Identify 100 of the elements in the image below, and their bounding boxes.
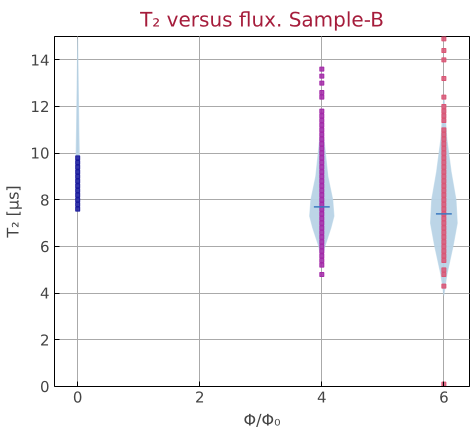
point (319, 94, 324, 100)
point (441, 230, 446, 235)
point (319, 160, 324, 165)
y-tick-label: 12 (30, 98, 50, 116)
point (441, 118, 446, 123)
point (441, 136, 446, 142)
point (441, 244, 446, 249)
point (319, 178, 324, 184)
point (319, 169, 324, 174)
point (441, 202, 446, 207)
point (319, 122, 324, 128)
point (319, 272, 324, 277)
point (441, 132, 446, 137)
point (319, 118, 324, 123)
point (319, 248, 324, 254)
point (75, 206, 80, 212)
point (441, 36, 446, 42)
point (75, 169, 80, 174)
point (441, 220, 446, 226)
point (441, 141, 446, 146)
point (441, 272, 446, 277)
x-tick-label: 2 (194, 388, 205, 406)
point (319, 216, 324, 221)
point (441, 48, 446, 53)
point (319, 188, 324, 193)
point (441, 216, 446, 221)
point (319, 230, 324, 235)
point (441, 239, 446, 244)
point (441, 188, 446, 193)
point (319, 211, 324, 216)
point (319, 234, 324, 240)
point (319, 66, 324, 72)
point (441, 253, 446, 258)
point (319, 164, 324, 170)
point (75, 178, 80, 184)
point (441, 169, 446, 174)
point (319, 127, 324, 132)
point (75, 188, 80, 193)
point (441, 174, 446, 179)
x-axis-title: Φ/Φ₀ (244, 410, 281, 430)
y-tick-label: 10 (30, 144, 50, 163)
point (319, 220, 324, 226)
point (319, 174, 324, 179)
point (441, 127, 446, 132)
point (441, 76, 446, 81)
x-tick-label: 6 (439, 388, 449, 406)
point (319, 197, 324, 202)
point (319, 132, 324, 137)
point (319, 90, 324, 95)
point (75, 202, 80, 207)
point (441, 57, 446, 62)
chart-title: T₂ versus flux. Sample-B (139, 8, 384, 32)
point (75, 174, 80, 179)
point (319, 150, 324, 156)
point (441, 104, 446, 109)
x-tick-label: 4 (317, 388, 327, 406)
point (319, 225, 324, 230)
point (441, 225, 446, 230)
point (441, 248, 446, 254)
point (441, 178, 446, 184)
point (319, 108, 324, 114)
point (75, 192, 80, 198)
point (441, 113, 446, 118)
point (319, 74, 324, 79)
point (441, 284, 446, 289)
point (75, 164, 80, 170)
y-tick-label: 14 (30, 51, 50, 70)
y-axis-title: T₂ [μs] (3, 185, 22, 239)
point (75, 155, 80, 160)
point (319, 113, 324, 118)
point (319, 136, 324, 142)
point (441, 192, 446, 198)
y-tick-label: 8 (40, 191, 50, 210)
point (319, 244, 324, 249)
point (441, 164, 446, 170)
point (319, 192, 324, 198)
point (319, 146, 324, 151)
point (441, 108, 446, 114)
point (441, 146, 446, 151)
y-tick-label: 6 (40, 238, 50, 256)
point (319, 141, 324, 146)
x-tick-label: 0 (72, 388, 82, 406)
point (75, 197, 80, 202)
point (319, 80, 324, 86)
point (441, 150, 446, 156)
point (441, 94, 446, 100)
point (441, 155, 446, 160)
point (441, 183, 446, 188)
point (441, 267, 446, 272)
point (441, 160, 446, 165)
point (75, 183, 80, 188)
point (319, 183, 324, 188)
point (319, 262, 324, 268)
point (319, 253, 324, 258)
point (441, 258, 446, 263)
y-tick-label: 4 (40, 284, 50, 303)
point (441, 234, 446, 240)
point (441, 197, 446, 202)
y-tick-label: 2 (40, 331, 50, 350)
point (441, 206, 446, 212)
